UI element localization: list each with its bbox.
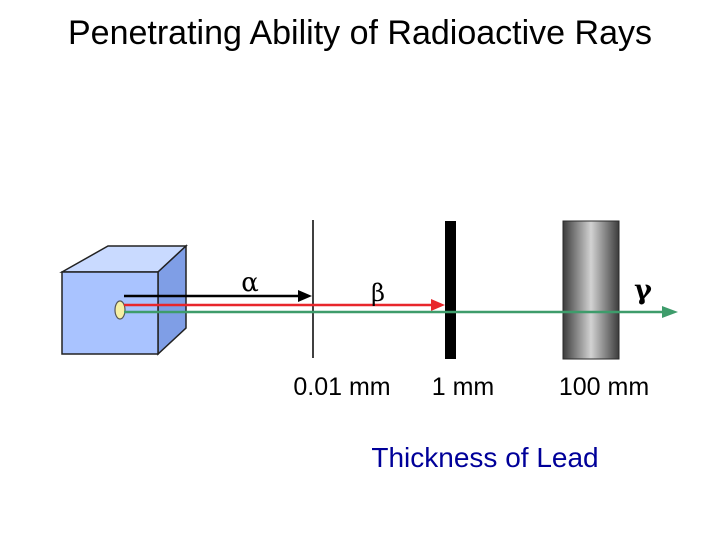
barrier-label-medium: 1 mm	[432, 373, 495, 401]
barrier-label-thin: 0.01 mm	[293, 373, 390, 401]
source-box	[59, 244, 188, 356]
source-opening	[114, 300, 126, 320]
page-title: Penetrating Ability of Radioactive Rays	[68, 14, 652, 52]
alpha-symbol: α	[241, 268, 259, 298]
barrier-label-thick: 100 mm	[559, 373, 649, 401]
alpha-ray	[124, 290, 312, 302]
beta-ray	[124, 299, 445, 311]
beta-symbol: β	[371, 279, 385, 307]
gamma-ray	[124, 306, 678, 318]
axis-label: Thickness of Lead	[371, 442, 598, 473]
barrier-thick	[562, 220, 620, 360]
gamma-symbol: γ	[634, 275, 652, 306]
barrier-medium	[445, 221, 456, 359]
